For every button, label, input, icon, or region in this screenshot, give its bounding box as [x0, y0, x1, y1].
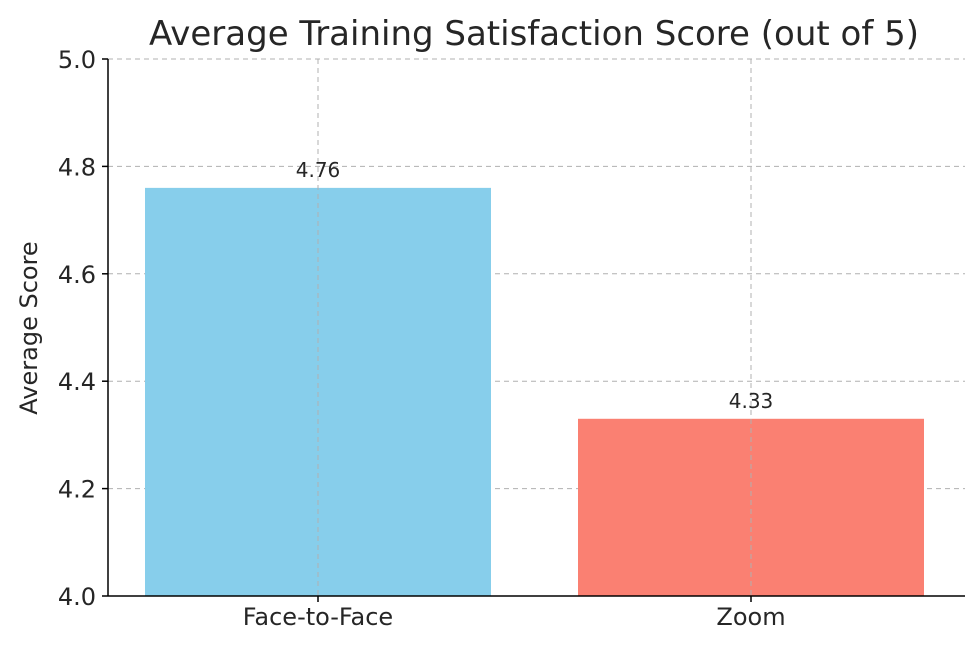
data-label: 4.76	[296, 158, 341, 182]
bar-zoom	[578, 418, 924, 596]
bar-layer	[145, 187, 924, 596]
y-tick-label: 4.4	[58, 368, 96, 396]
y-tick-label: 5.0	[58, 46, 96, 74]
data-label: 4.33	[729, 389, 774, 413]
label-layer: 4.0 4.2 4.4 4.6 4.8 5.0 4.76 Face-to-Face 4.33 Zo…	[58, 46, 786, 631]
y-tick-label: 4.8	[58, 153, 96, 181]
y-tick-label: 4.0	[58, 583, 96, 611]
axis-layer	[102, 58, 965, 602]
x-tick-label: Face-to-Face	[243, 603, 393, 631]
chart-title: Average Training Satisfaction Score (out…	[149, 14, 919, 54]
y-tick-label: 4.2	[58, 476, 96, 504]
y-axis-label: Average Score	[15, 241, 43, 414]
x-tick-label: Zoom	[716, 603, 785, 631]
y-tick-label: 4.6	[58, 261, 96, 289]
